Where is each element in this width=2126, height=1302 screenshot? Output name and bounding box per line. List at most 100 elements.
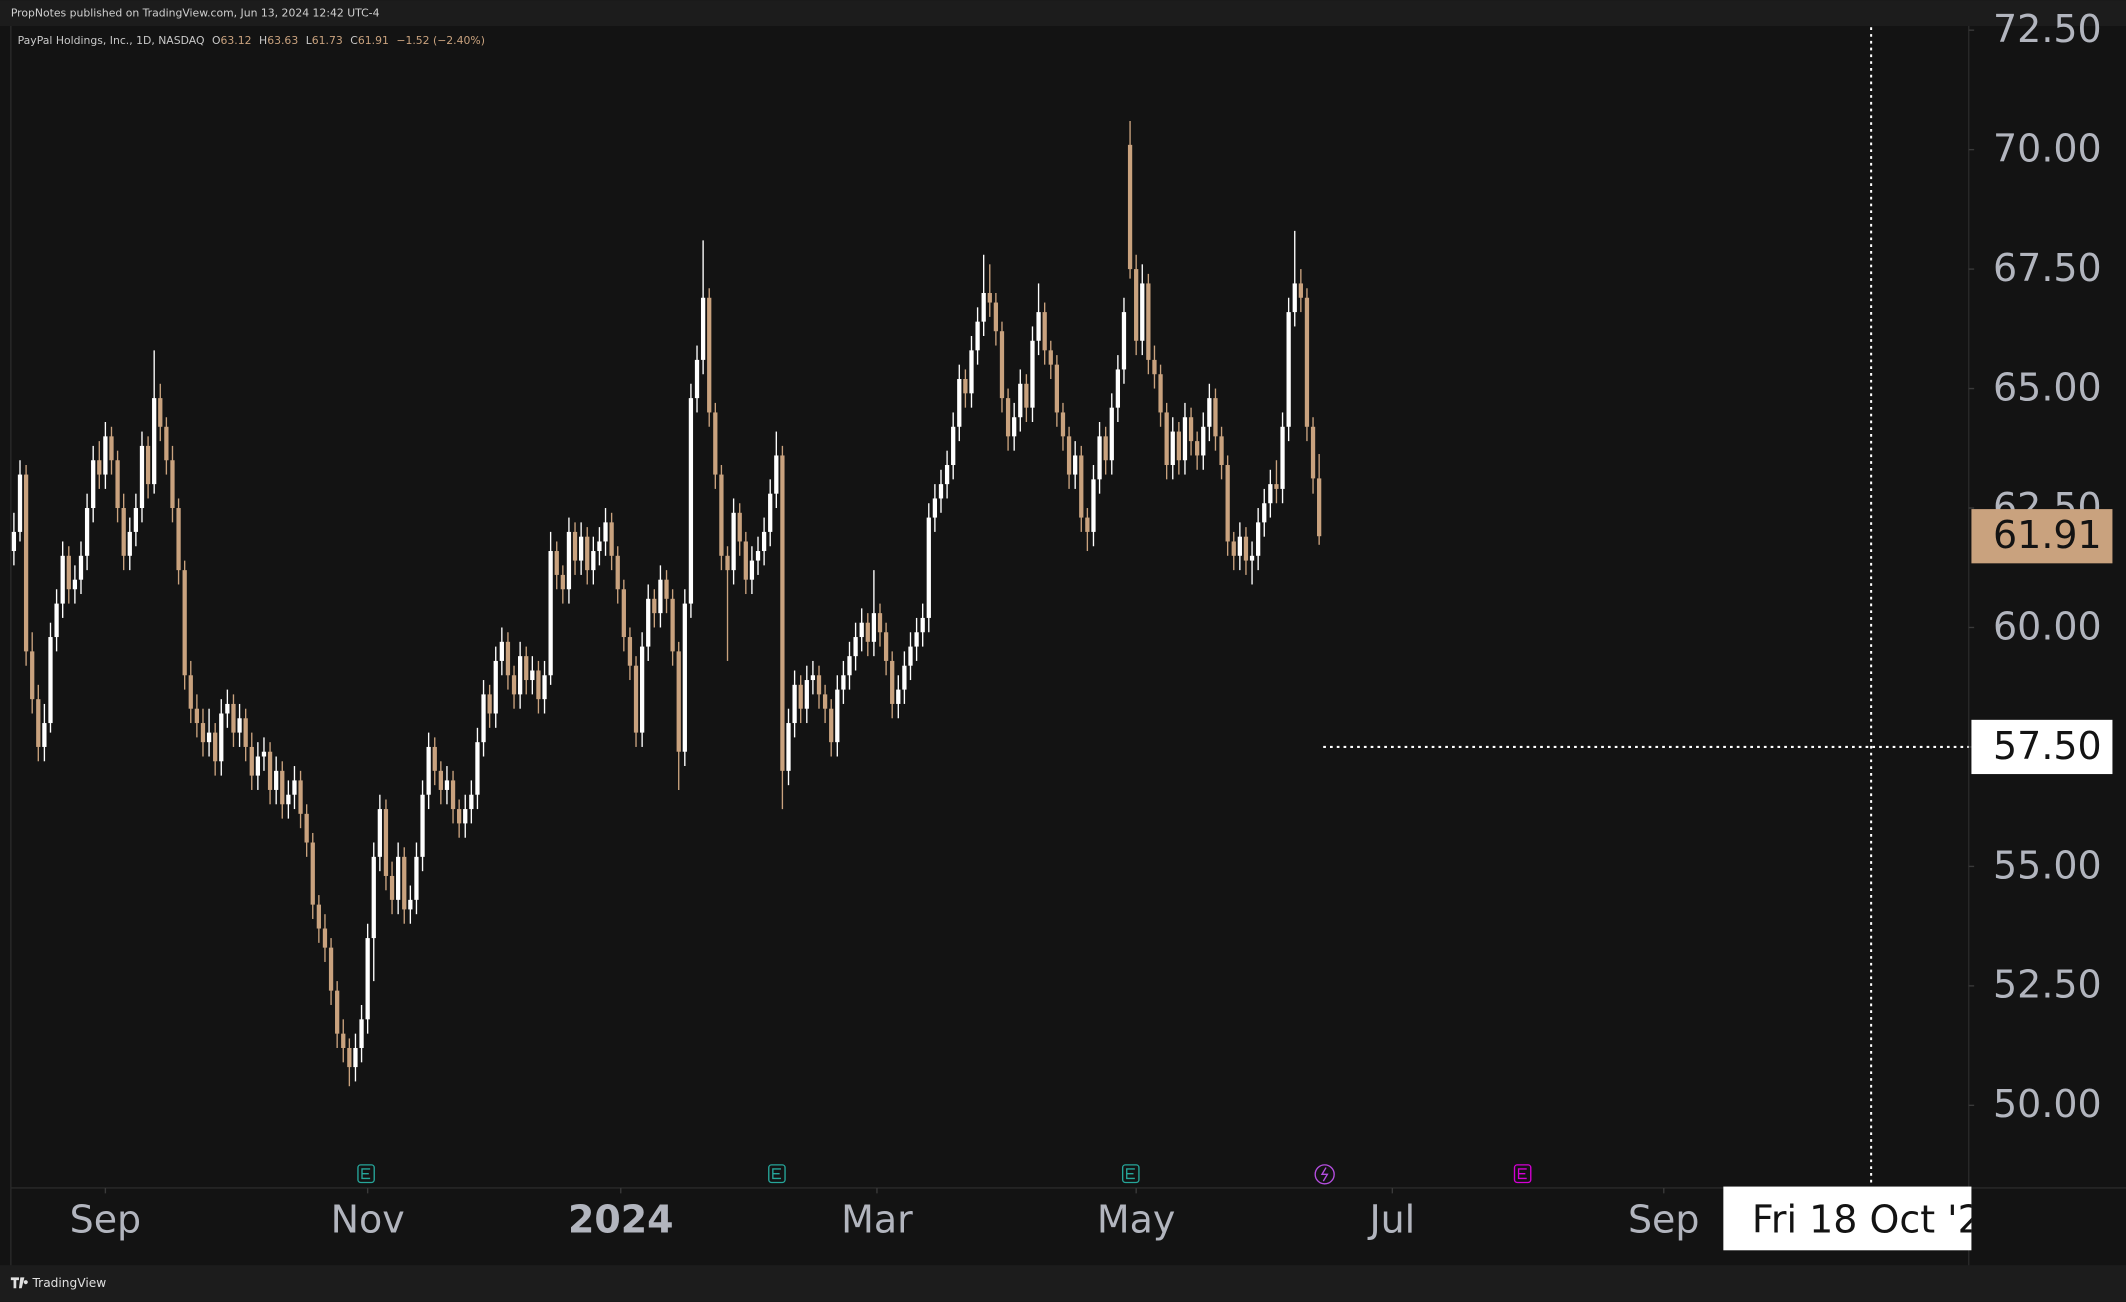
earnings-marker xyxy=(1121,1164,1140,1184)
crosshair-price-label: 57.50 xyxy=(1993,724,2102,768)
candle-body xyxy=(133,508,139,532)
earnings-icon xyxy=(361,1168,371,1180)
candle-body xyxy=(1054,364,1060,413)
last-price-label: 61.91 xyxy=(1993,513,2102,557)
candle-body xyxy=(1262,503,1267,523)
candle-body xyxy=(743,541,748,580)
candle-body xyxy=(408,899,413,910)
candle-body xyxy=(566,531,572,590)
candle-body xyxy=(121,508,126,556)
candle-body xyxy=(1103,436,1108,461)
plot-area xyxy=(11,120,1322,1087)
candle-body xyxy=(505,641,511,676)
candle-body xyxy=(158,398,163,427)
candle-body xyxy=(749,560,755,580)
candle-body xyxy=(841,675,846,690)
footer-logo: TradingView xyxy=(10,1276,106,1290)
candle-body xyxy=(1152,359,1157,375)
candle-body xyxy=(30,651,35,700)
candle-body xyxy=(243,718,248,747)
candle-body xyxy=(1005,398,1011,437)
candle-body xyxy=(963,378,968,394)
candle-body xyxy=(304,813,309,843)
low-value: 61.73 xyxy=(312,34,343,47)
candle-body xyxy=(853,637,858,657)
candle-body xyxy=(530,670,535,681)
candle-body xyxy=(847,656,852,676)
earnings-icon xyxy=(1126,1168,1135,1180)
candle-body xyxy=(1207,398,1212,427)
candle-body xyxy=(999,331,1005,399)
candle-body xyxy=(115,460,120,509)
candle-body xyxy=(402,856,407,910)
x-tick-label: May xyxy=(1097,1197,1175,1241)
candle-body xyxy=(908,646,913,666)
y-tick-label: 65.00 xyxy=(1993,365,2102,409)
candle-body xyxy=(1225,465,1230,542)
candle-body xyxy=(353,1047,358,1068)
candle-body xyxy=(822,694,828,709)
candle-body xyxy=(66,555,71,590)
candle-body xyxy=(1109,407,1114,461)
dividend-icon xyxy=(1320,1167,1329,1182)
candle-body xyxy=(511,675,517,695)
candle-body xyxy=(578,536,584,561)
close-value: 61.91 xyxy=(358,34,389,47)
candle-body xyxy=(792,684,797,724)
candle-body xyxy=(274,770,279,790)
candle-body xyxy=(414,856,419,900)
candle-body xyxy=(1158,374,1163,413)
candle-body xyxy=(1298,283,1303,298)
earnings-marker xyxy=(1513,1164,1532,1184)
candle-body xyxy=(225,703,230,714)
candle-body xyxy=(420,794,425,857)
candle-body xyxy=(725,555,730,571)
candle-body xyxy=(261,751,267,757)
candle-body xyxy=(139,445,145,509)
candle-body xyxy=(664,579,669,599)
candle-body xyxy=(475,742,480,795)
candle-body xyxy=(572,531,578,561)
candle-body xyxy=(926,517,931,618)
candle-body xyxy=(206,732,212,743)
candle-body xyxy=(469,794,474,810)
candle-body xyxy=(1140,283,1145,341)
x-tick-label: Jul xyxy=(1367,1197,1415,1241)
candle-body xyxy=(871,613,877,642)
candle-body xyxy=(981,292,986,322)
candle-body xyxy=(1097,436,1102,480)
candle-body xyxy=(1256,522,1261,556)
candle-body xyxy=(1231,541,1236,556)
candle-body xyxy=(597,541,602,552)
x-tick-label: Nov xyxy=(331,1197,405,1241)
candle-body xyxy=(774,455,779,494)
candle-body xyxy=(1237,536,1242,556)
earnings-marker xyxy=(768,1164,786,1184)
symbol-legend: PayPal Holdings, Inc., 1D, NASDAQ O63.12… xyxy=(18,34,485,47)
candle-body xyxy=(487,694,492,714)
candle-body xyxy=(676,651,681,752)
candle-body xyxy=(804,680,809,709)
candle-body xyxy=(1042,312,1047,351)
candle-body xyxy=(280,770,285,805)
candle-body xyxy=(877,613,883,633)
candle-body xyxy=(1115,369,1121,408)
candle-body xyxy=(200,723,206,743)
symbol: PayPal Holdings, Inc., 1D, NASDAQ xyxy=(18,34,205,47)
candle-body xyxy=(1268,484,1273,504)
candle-body xyxy=(103,436,108,475)
event-markers xyxy=(357,1164,1532,1185)
candle-body xyxy=(91,460,96,509)
candle-body xyxy=(341,1033,346,1048)
candle-body xyxy=(444,780,450,790)
candle-body xyxy=(371,856,376,939)
candle-body xyxy=(1317,478,1322,537)
candle-body xyxy=(694,359,700,399)
top-bar xyxy=(0,0,2126,26)
candle-body xyxy=(298,780,303,814)
candle-body xyxy=(219,713,224,762)
candle-body xyxy=(1195,441,1200,456)
candle-body xyxy=(1030,340,1035,408)
